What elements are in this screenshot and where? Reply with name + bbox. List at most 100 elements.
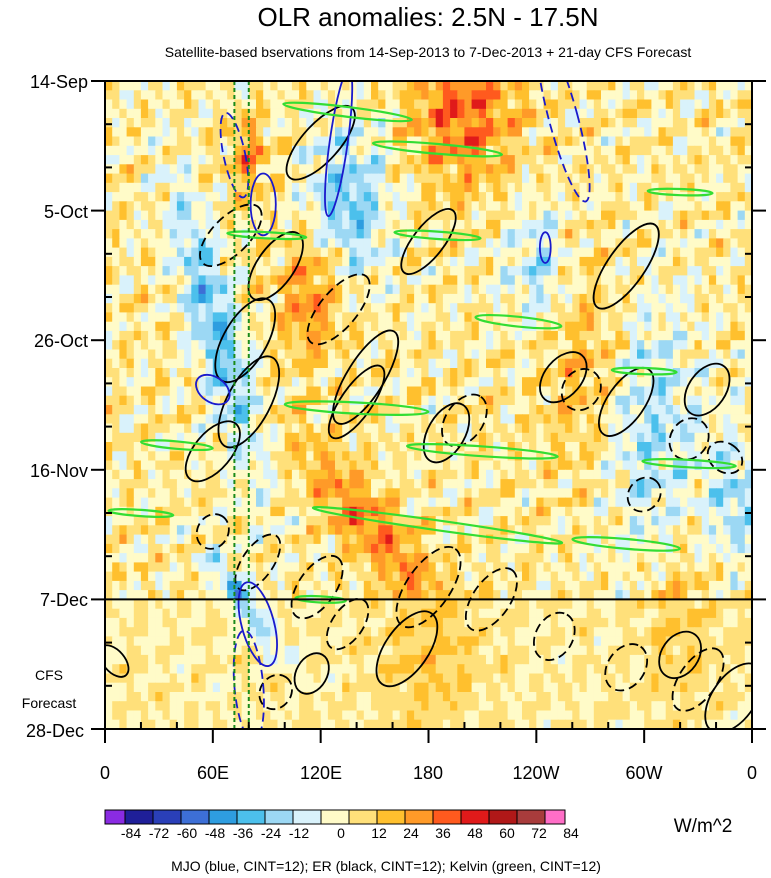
heatmap-cell (471, 256, 480, 267)
heatmap-cell (658, 210, 667, 221)
heatmap-cell (471, 219, 480, 230)
heatmap-cell (176, 377, 185, 388)
heatmap-cell (112, 405, 120, 415)
heatmap-cell (162, 219, 171, 230)
heatmap-cell (579, 506, 588, 517)
heatmap-cell (191, 173, 200, 184)
heatmap-cell (622, 488, 631, 499)
heatmap-cell (428, 155, 437, 165)
heatmap-cell (234, 571, 243, 582)
heatmap-cell (284, 368, 293, 378)
heatmap-cell (694, 266, 703, 276)
heatmap-cell (615, 497, 624, 508)
heatmap-cell (608, 192, 616, 202)
heatmap-cell (184, 330, 192, 341)
heatmap-cell (256, 386, 264, 397)
heatmap-cell (291, 155, 300, 165)
heatmap-cell (421, 108, 430, 119)
heatmap-cell (694, 293, 703, 304)
heatmap-cell (514, 293, 523, 304)
heatmap-cell (176, 164, 185, 175)
heatmap-cell (256, 562, 264, 573)
heatmap-cell (457, 534, 466, 545)
heatmap-cell (744, 525, 752, 536)
heatmap-cell (105, 460, 113, 471)
heatmap-cell (349, 497, 358, 508)
heatmap-cell (507, 173, 516, 184)
heatmap-cell (263, 127, 271, 138)
heatmap-cell (342, 99, 350, 110)
heatmap-cell (680, 118, 688, 128)
heatmap-cell (371, 127, 379, 138)
heatmap-cell (637, 340, 645, 351)
heatmap-cell (522, 516, 530, 526)
heatmap-cell (241, 423, 250, 434)
heatmap-cell (464, 182, 473, 193)
heatmap-cell (256, 266, 264, 276)
heatmap-cell (248, 118, 257, 128)
heatmap-cell (284, 497, 293, 508)
heatmap-cell (335, 479, 343, 489)
heatmap-cell (543, 266, 552, 276)
heatmap-cell (356, 219, 365, 230)
heatmap-cell (543, 219, 552, 230)
heatmap-cell (119, 414, 128, 425)
heatmap-cell (464, 256, 473, 267)
heatmap-cell (658, 99, 667, 110)
heatmap-cell (126, 293, 135, 304)
heatmap-cell (464, 414, 473, 425)
heatmap-cell (744, 451, 752, 462)
heatmap-cell (299, 127, 307, 138)
heatmap-cell (234, 543, 243, 554)
heatmap-cell (140, 479, 149, 489)
heatmap-cell (665, 238, 674, 249)
heatmap-cell (248, 590, 257, 600)
heatmap-cell (565, 488, 573, 499)
heatmap-cell (320, 136, 329, 147)
heatmap-cell (277, 321, 286, 332)
heatmap-cell (442, 99, 451, 110)
heatmap-cell (572, 534, 581, 545)
heatmap-cell (205, 451, 214, 462)
heatmap-cell (155, 256, 164, 267)
heatmap-cell (227, 358, 235, 369)
heatmap-cell (737, 543, 746, 554)
heatmap-cell (428, 479, 437, 489)
heatmap-cell (162, 562, 171, 573)
heatmap-cell (313, 469, 322, 480)
heatmap-cell (615, 99, 624, 110)
heatmap-cell (140, 210, 149, 221)
heatmap-cell (140, 136, 149, 147)
heatmap-cell (335, 303, 343, 314)
heatmap-cell (414, 423, 422, 434)
heatmap-cell (450, 173, 458, 184)
heatmap-cell (601, 247, 609, 258)
heatmap-cell (737, 303, 746, 314)
heatmap-cell (579, 358, 588, 369)
heatmap-cell (478, 81, 487, 91)
heatmap-cell (162, 395, 171, 406)
heatmap-cell (450, 395, 458, 406)
heatmap-cell (708, 108, 717, 119)
heatmap-cell (572, 303, 581, 314)
heatmap-cell (320, 340, 329, 351)
heatmap-cell (644, 266, 652, 276)
heatmap-cell (694, 303, 703, 314)
heatmap-cell (421, 284, 430, 295)
heatmap-cell (148, 266, 156, 276)
heatmap-cell (148, 590, 156, 600)
heatmap-cell (529, 321, 537, 332)
heatmap-cell (162, 516, 171, 526)
heatmap-cell (586, 182, 595, 193)
heatmap-cell (112, 469, 120, 480)
heatmap-cell (176, 275, 185, 286)
heatmap-cell (356, 275, 365, 286)
heatmap-cell (471, 99, 480, 110)
heatmap-cell (550, 516, 559, 526)
heatmap-cell (615, 571, 624, 582)
heatmap-cell (105, 173, 113, 184)
heatmap-cell (169, 525, 178, 536)
heatmap-cell (486, 164, 494, 175)
heatmap-cell (385, 553, 394, 563)
heatmap-cell (205, 118, 214, 128)
